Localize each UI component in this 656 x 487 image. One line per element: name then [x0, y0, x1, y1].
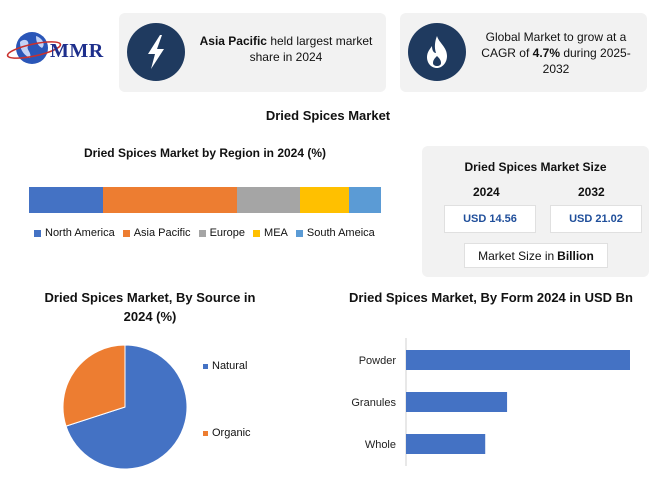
form-chart-title: Dried Spices Market, By Form 2024 in USD…	[349, 290, 633, 305]
region-segment-europe	[236, 187, 301, 213]
flame-icon	[408, 23, 466, 81]
card-largest-share-text: Asia Pacific held largest market share i…	[193, 33, 379, 65]
legend-label-natural: Natural	[212, 360, 248, 372]
legend-label: Asia Pacific	[133, 227, 191, 239]
legend-label: MEA	[264, 227, 288, 239]
source-chart-title: Dried Spices Market, By Source in 2024 (…	[44, 290, 256, 324]
mmr-logo: MMR	[6, 26, 110, 74]
form-bar-chart: Powder Granules Whole	[351, 338, 630, 466]
info-card-cagr: Global Market to grow at a CAGR of 4.7% …	[400, 13, 647, 92]
form-bar-powder	[406, 350, 630, 370]
card-cagr-value: 4.7%	[532, 46, 560, 60]
globe-icon	[6, 32, 62, 64]
source-pie-chart	[62, 344, 188, 470]
legend-label: Europe	[209, 227, 246, 239]
card-cagr-line2-post: during 2025-	[560, 46, 631, 60]
region-segment-asia-pacific	[102, 187, 237, 213]
legend-organic: Organic	[203, 427, 251, 439]
legend-label: South Ameica	[306, 227, 375, 239]
legend-swatch	[253, 229, 261, 237]
lightning-bolt-icon	[127, 23, 185, 81]
logo-text: MMR	[50, 40, 104, 62]
pie-slice-natural	[65, 344, 188, 470]
legend-item-mea: MEA	[253, 227, 288, 239]
form-category-label: Powder	[359, 355, 397, 367]
region-stacked-bar	[29, 187, 381, 213]
legend-label-organic: Organic	[212, 427, 251, 439]
year-2032-label: 2032	[578, 185, 605, 199]
legend-label: North America	[45, 227, 115, 239]
region-chart-title: Dried Spices Market by Region in 2024 (%…	[83, 146, 327, 160]
market-size-title: Dried Spices Market Size	[464, 160, 607, 174]
form-bar-granules	[406, 392, 508, 412]
legend-swatch	[122, 229, 130, 237]
region-segment-south-ameica	[349, 187, 381, 213]
legend-item-north-america: North America	[34, 227, 115, 239]
legend-item-asia-pacific: Asia Pacific	[122, 227, 191, 239]
unit-label: Market Size in	[478, 248, 555, 263]
legend-swatch	[198, 229, 206, 237]
unit-bold: Billion	[557, 248, 594, 263]
region-segment-mea	[300, 187, 350, 213]
legend-swatch-natural	[203, 363, 208, 369]
form-category-label: Granules	[351, 397, 396, 409]
legend-swatch-organic	[203, 430, 208, 436]
card-region-highlight: Asia Pacific	[199, 34, 267, 48]
form-bar-whole	[406, 434, 486, 454]
legend-natural: Natural	[203, 360, 247, 372]
card-cagr-text: Global Market to grow at a CAGR of 4.7% …	[470, 29, 642, 77]
card-cagr-line3: 2032	[542, 62, 570, 76]
legend-swatch	[34, 229, 41, 237]
value-2032: USD 21.02	[550, 205, 642, 233]
card-cagr-line2-pre: CAGR of	[481, 46, 533, 60]
legend-swatch	[295, 229, 303, 237]
card-text-rest: held largest market	[266, 34, 373, 48]
info-card-largest-share: Asia Pacific held largest market share i…	[119, 13, 386, 92]
value-2024: USD 14.56	[444, 205, 536, 233]
legend-item-south-ameica: South Ameica	[295, 227, 375, 239]
region-legend: North America Asia Pacific Europe MEA South …	[34, 227, 394, 239]
main-title: Dried Spices Market	[265, 108, 391, 123]
pie-slice-organic	[62, 344, 126, 427]
legend-item-europe: Europe	[198, 227, 246, 239]
market-size-unit: Market Size in Billion	[464, 243, 608, 268]
form-category-label: Whole	[365, 439, 396, 451]
year-2024-label: 2024	[473, 185, 500, 199]
card-cagr-line1: Global Market to grow at a	[485, 30, 627, 44]
market-size-panel: Dried Spices Market Size 2024 2032 USD 1…	[422, 146, 649, 277]
region-segment-north-america	[29, 187, 103, 213]
card-text-line2: share in 2024	[249, 50, 323, 64]
